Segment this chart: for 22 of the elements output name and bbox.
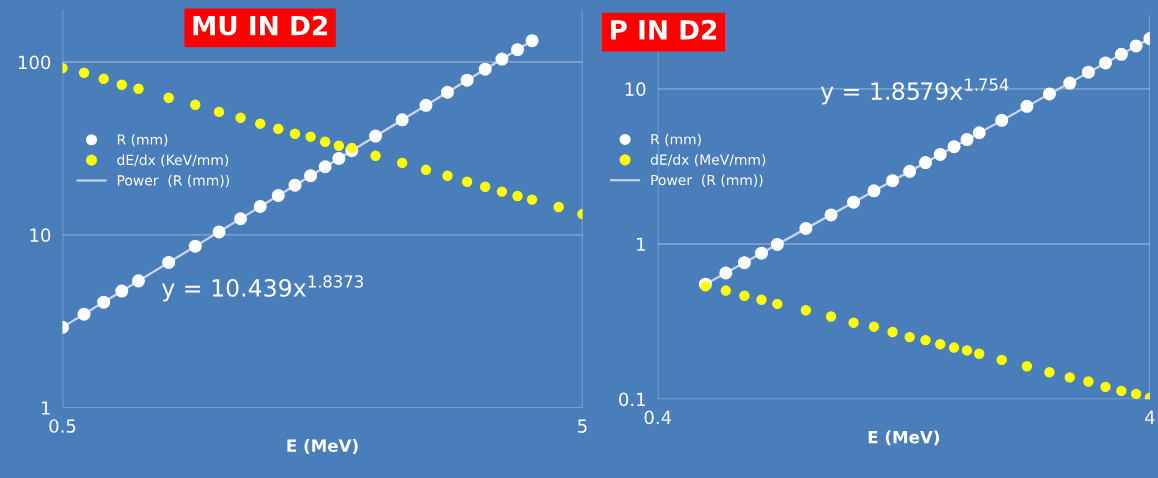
y-tick-label: 10: [625, 82, 646, 96]
legend-label: dE/dx (KeV/mm): [117, 154, 229, 167]
y-tick-label: 0.1: [619, 392, 645, 407]
annotation: y = 1.8579x$^{1.754}$: [820, 78, 1009, 105]
x-tick-label: 0.5: [49, 419, 76, 433]
legend-label: R (mm): [651, 133, 701, 147]
x-tick-label: 5: [578, 419, 587, 433]
x-axis-title: E (MeV): [868, 430, 939, 446]
y-tick-label: 1: [637, 237, 645, 251]
chart-title: MU IN D2: [193, 15, 327, 36]
y-tick-label: 100: [18, 55, 51, 70]
y-tick-label: 1: [41, 401, 50, 415]
legend-label: Power (R (mm)): [117, 174, 229, 188]
chart-title: P IN D2: [610, 19, 717, 40]
legend-label: R (mm): [117, 134, 168, 147]
legend-label: dE/dx (MeV/mm): [650, 154, 766, 167]
x-tick-label: 4: [1145, 410, 1155, 424]
annotation: y = 10.439x$^{1.8373}$: [162, 275, 363, 302]
legend-label: Power (R (mm)): [651, 174, 763, 187]
x-tick-label: 0.4: [644, 410, 672, 425]
x-axis-title: E (MeV): [287, 439, 358, 454]
y-tick-label: 10: [30, 228, 51, 243]
